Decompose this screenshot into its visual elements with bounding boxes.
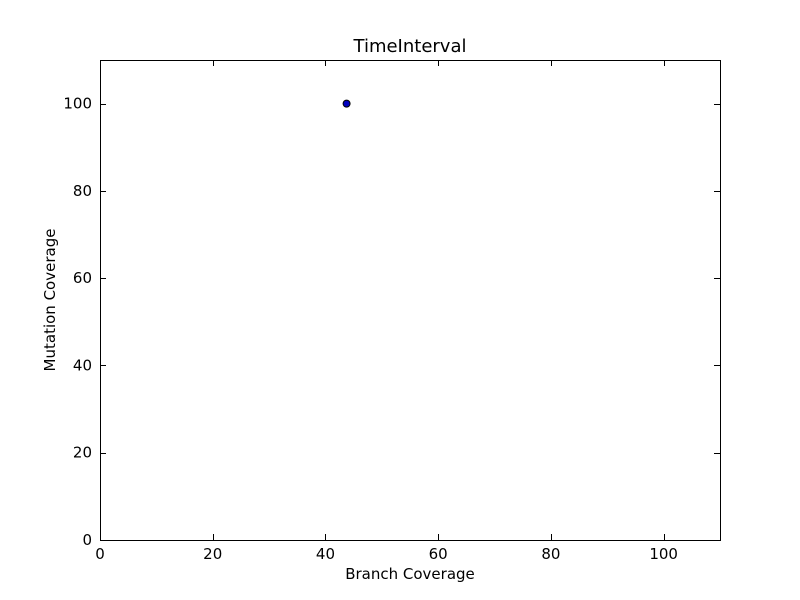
x-tick-label: 0 <box>95 545 105 563</box>
y-axis-ticks: 0 20 40 60 80 100 <box>63 95 720 549</box>
plot-area <box>100 60 721 541</box>
x-tick-label: 60 <box>429 545 448 563</box>
y-tick-label: 100 <box>63 95 92 113</box>
data-point <box>342 99 351 108</box>
y-tick-label: 40 <box>73 356 92 374</box>
y-tick-label: 80 <box>73 182 92 200</box>
y-axis-label: Mutation Coverage <box>41 229 59 372</box>
x-axis-label: Branch Coverage <box>345 565 475 583</box>
y-tick-label: 20 <box>73 444 92 462</box>
chart-title: TimeInterval <box>353 36 467 57</box>
data-points <box>342 99 351 108</box>
x-tick-label: 80 <box>541 545 560 563</box>
y-tick-label: 0 <box>82 531 92 549</box>
x-tick-label: 40 <box>316 545 335 563</box>
x-axis-ticks: 0 20 40 60 80 100 <box>95 60 678 563</box>
y-tick-label: 60 <box>73 269 92 287</box>
x-tick-label: 100 <box>649 545 678 563</box>
x-tick-label: 20 <box>203 545 222 563</box>
